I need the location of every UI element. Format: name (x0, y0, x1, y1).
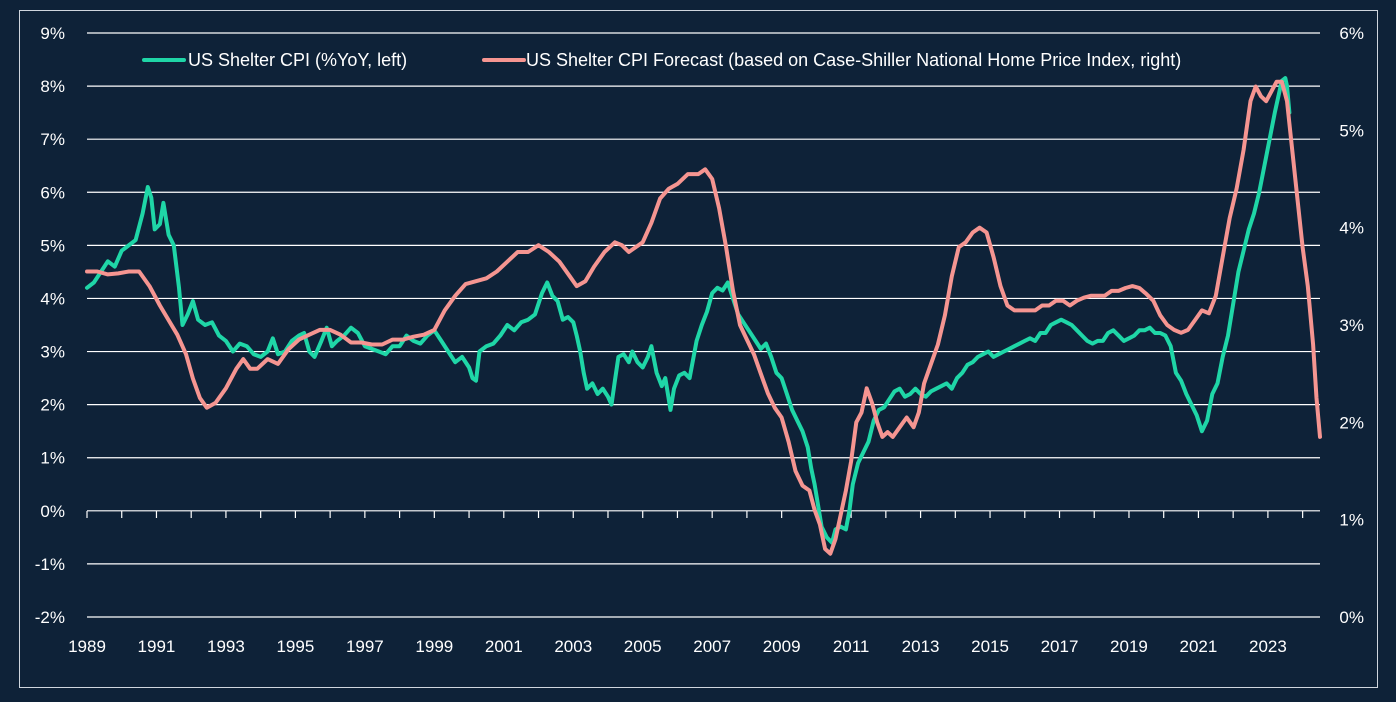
right-tick-label: 6% (1339, 24, 1364, 43)
right-tick-label: 0% (1339, 608, 1364, 627)
series-line-1 (85, 79, 1322, 556)
left-tick-label: 1% (40, 449, 65, 468)
left-tick-label: -1% (35, 555, 65, 574)
x-tick-label: 2013 (902, 637, 940, 656)
left-tick-label: 0% (40, 502, 65, 521)
series-line-0 (85, 76, 1292, 545)
x-tick-label: 1995 (276, 637, 314, 656)
left-tick-label: 3% (40, 343, 65, 362)
left-tick-label: 8% (40, 77, 65, 96)
right-tick-label: 2% (1339, 413, 1364, 432)
x-tick-label: 2001 (485, 637, 523, 656)
legend-item-shelter-cpi: US Shelter CPI (%YoY, left) (142, 50, 407, 70)
legend-item-forecast: US Shelter CPI Forecast (based on Case-S… (482, 50, 1181, 70)
chart-frame (19, 10, 1378, 688)
x-tick-label: 2021 (1180, 637, 1218, 656)
x-tick-label: 1997 (346, 637, 384, 656)
x-tick-label: 2015 (971, 637, 1009, 656)
x-axis: 1989 1991 1993 1995 1997 1999 2001 2003 2005 2007… (68, 511, 1304, 656)
series-lines (85, 76, 1322, 556)
left-tick-label: -2% (35, 608, 65, 627)
left-tick-label: 6% (40, 183, 65, 202)
left-tick-label: 2% (40, 396, 65, 415)
left-tick-label: 9% (40, 24, 65, 43)
x-tick-label: 1999 (415, 637, 453, 656)
right-tick-label: 4% (1339, 219, 1364, 238)
legend-label: US Shelter CPI (%YoY, left) (188, 50, 407, 70)
legend-label: US Shelter CPI Forecast (based on Case-S… (526, 50, 1181, 70)
x-tick-label: 2023 (1249, 637, 1287, 656)
x-tick-label: 2019 (1110, 637, 1148, 656)
x-tick-label: 1991 (138, 637, 176, 656)
legend: US Shelter CPI (%YoY, left) US Shelter C… (142, 50, 1181, 70)
right-tick-label: 1% (1339, 511, 1364, 530)
x-tick-label: 1993 (207, 637, 245, 656)
left-tick-label: 4% (40, 289, 65, 308)
x-tick-label: 1989 (68, 637, 106, 656)
right-axis-ticks: 0% 1% 2% 3% 4% 5% 6% (1339, 24, 1364, 627)
left-axis-ticks: -2% -1% 0% 1% 2% 3% 4% 5% 6% 7% 8% 9% (35, 24, 65, 627)
x-tick-label: 2003 (554, 637, 592, 656)
x-tick-label: 2009 (763, 637, 801, 656)
x-tick-label: 2007 (693, 637, 731, 656)
x-tick-label: 2011 (833, 637, 870, 656)
x-tick-label: 2005 (624, 637, 662, 656)
left-tick-label: 5% (40, 236, 65, 255)
right-tick-label: 5% (1339, 121, 1364, 140)
left-tick-label: 7% (40, 130, 65, 149)
x-tick-label: 2017 (1041, 637, 1079, 656)
gridlines (87, 32, 1320, 618)
right-tick-label: 3% (1339, 316, 1364, 335)
